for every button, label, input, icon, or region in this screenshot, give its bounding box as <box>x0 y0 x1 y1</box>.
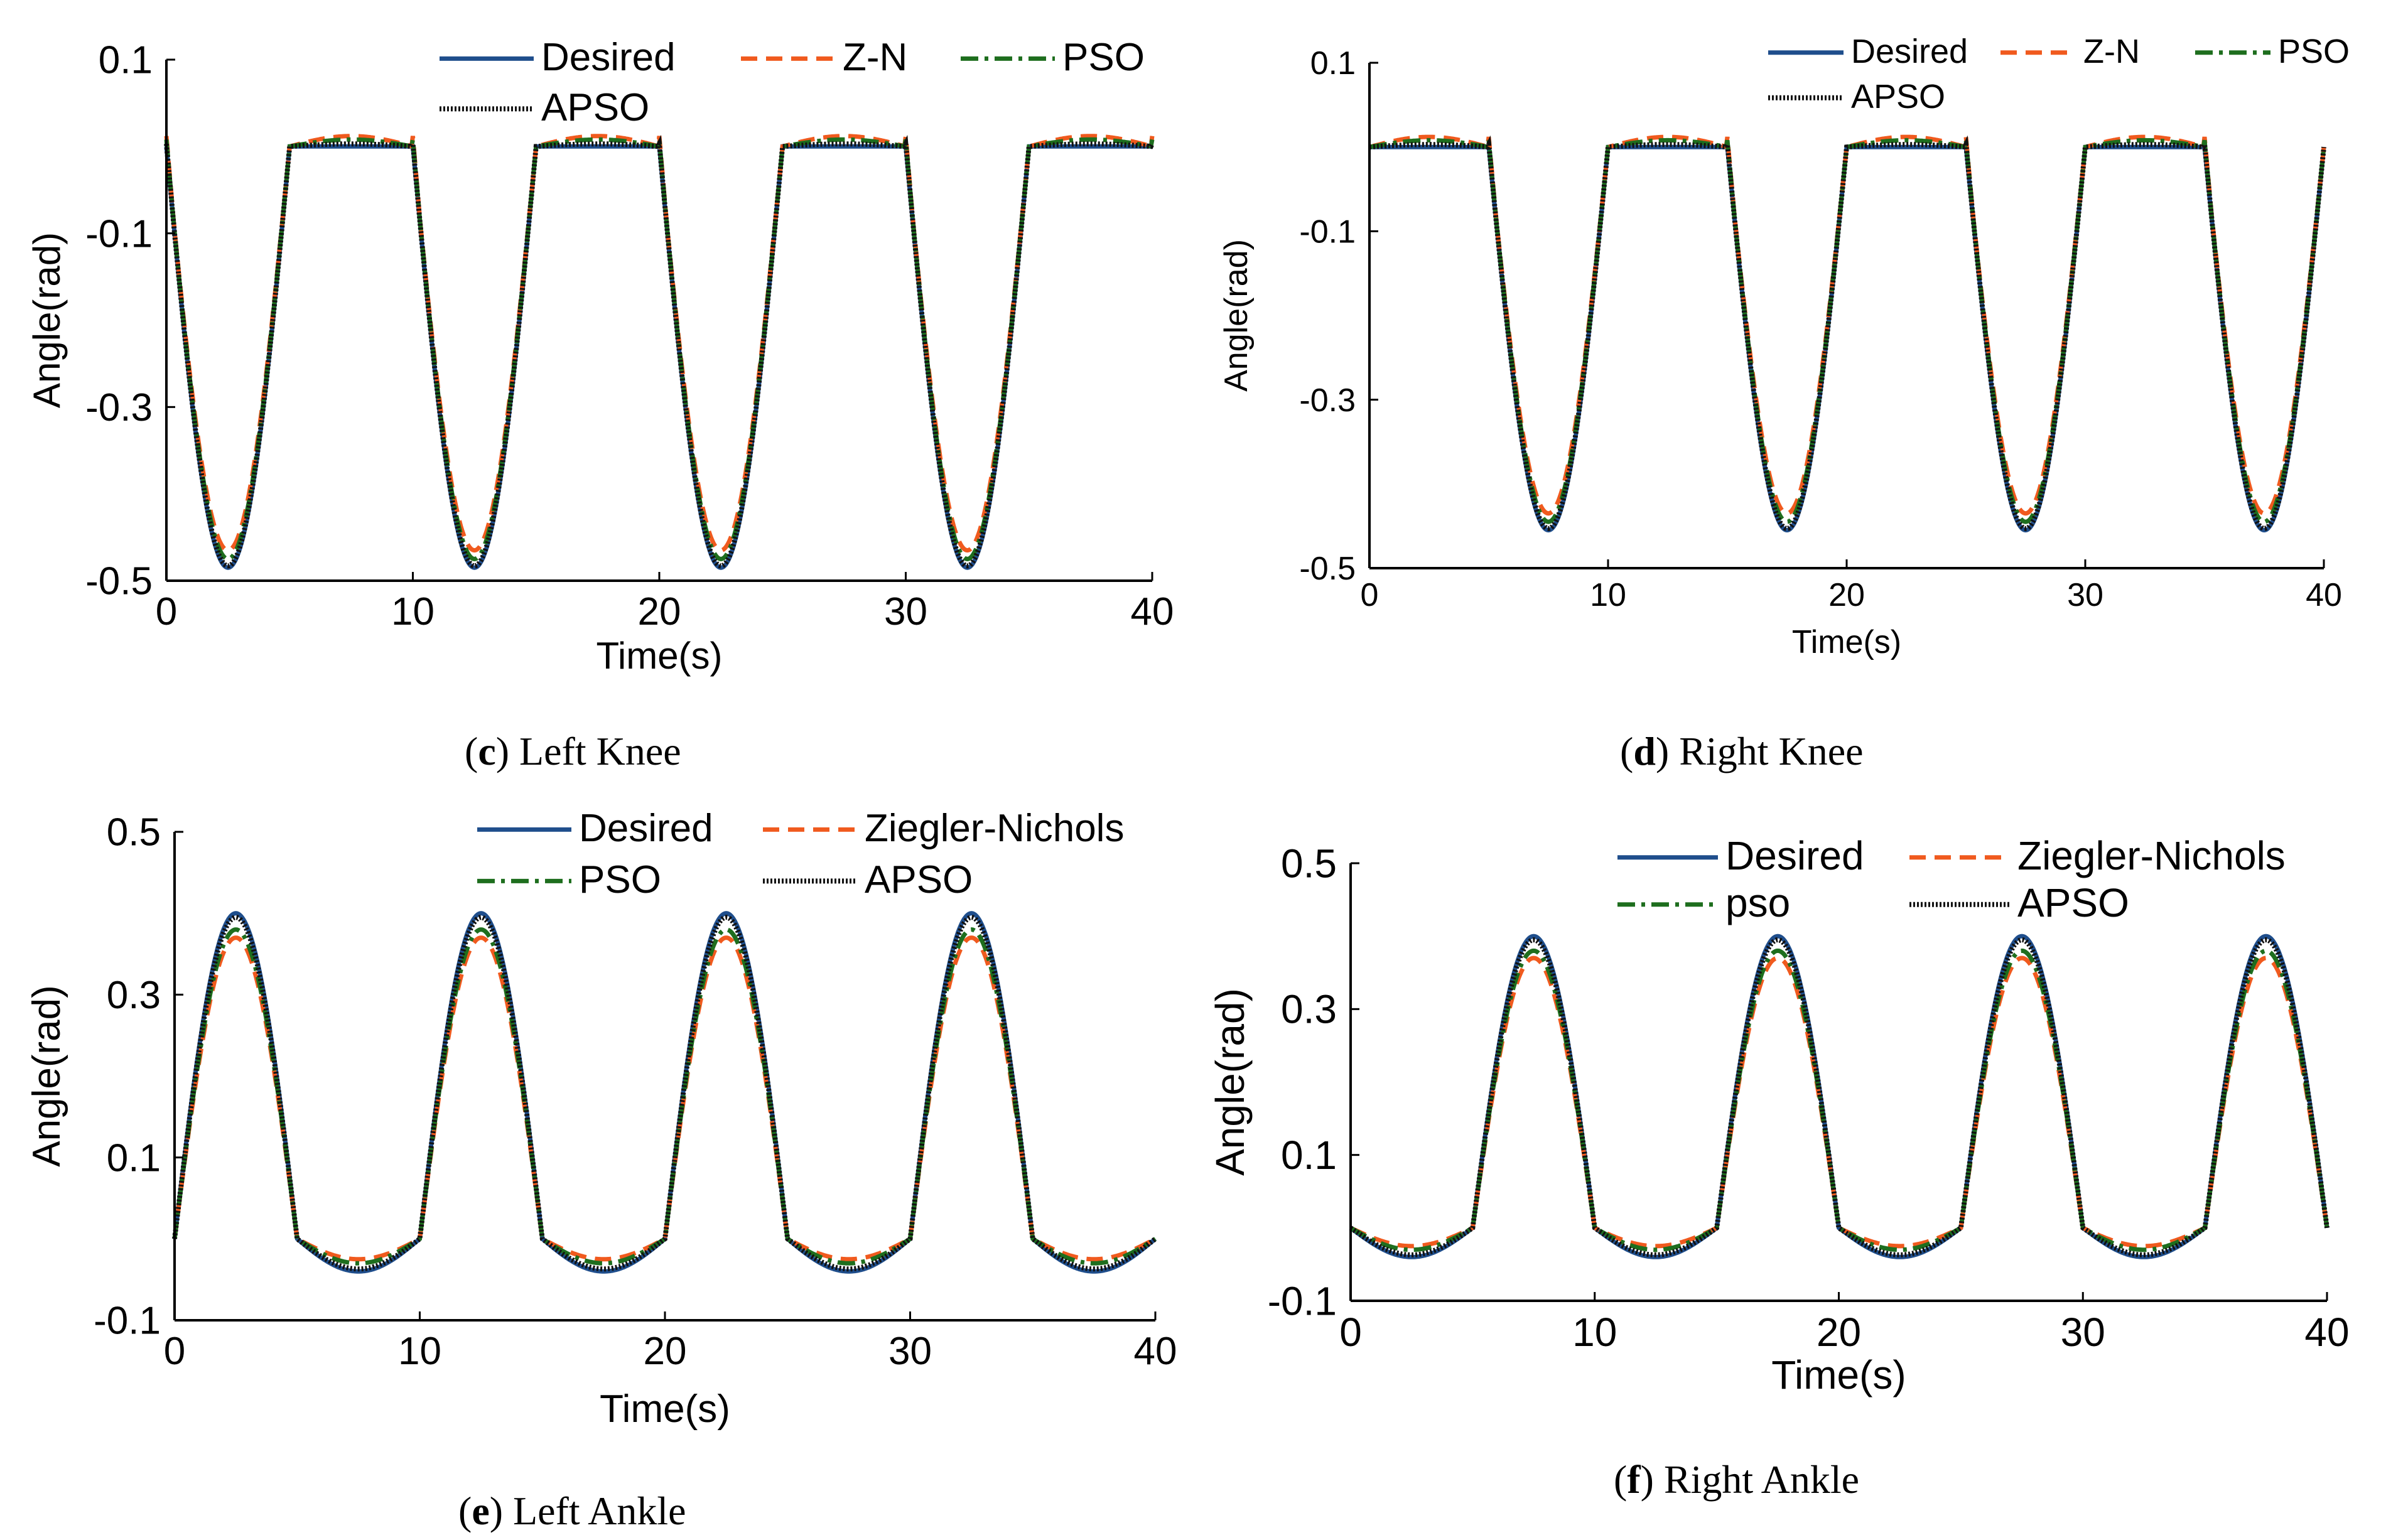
legend-label: Z-N <box>2083 33 2140 70</box>
x-axis-label: Time(s) <box>1771 1352 1906 1397</box>
legend-label: PSO <box>579 858 661 902</box>
series-line-pso <box>1349 948 2330 1252</box>
series-line-desired <box>1349 934 2330 1259</box>
y-tick-label: -0.3 <box>85 386 153 429</box>
series-line-desired <box>1369 144 2326 533</box>
y-tick-label: 0.1 <box>107 1136 161 1180</box>
chart-left-knee: 0 10 20 30 40 0.1 -0.1 -0.3 -0.5 Time(s) Angle(rad… <box>26 36 1174 677</box>
x-tick-label: 0 <box>1339 1310 1362 1355</box>
legend-label: Desired <box>541 36 676 79</box>
chart-left-ankle: 0 10 20 30 40 0.5 0.3 0.1 -0.1 Time(s) Angle(rad) D… <box>25 807 1177 1431</box>
x-tick-label: 20 <box>638 590 681 633</box>
x-tick-label: 20 <box>1828 577 1865 613</box>
x-tick-label: 20 <box>1817 1310 1861 1355</box>
x-tick-label: 10 <box>391 590 435 633</box>
y-tick-label: 0.5 <box>107 811 161 854</box>
series-line-pso <box>172 927 1157 1266</box>
x-tick-label: 40 <box>1131 590 1174 633</box>
legend-label: APSO <box>2017 880 2129 925</box>
series-line-apso <box>172 915 1157 1272</box>
y-tick-label: 0.1 <box>1310 45 1356 82</box>
x-tick-label: 40 <box>2304 1310 2349 1355</box>
chart-right-knee: 0 10 20 30 40 0.1 -0.1 -0.3 -0.5 Time(s) Angle(rad… <box>1218 33 2350 660</box>
legend-label: PSO <box>2278 33 2350 70</box>
y-tick-label: 0.3 <box>107 974 161 1017</box>
x-tick-label: 30 <box>2067 577 2103 613</box>
legend-label: Z-N <box>843 36 907 79</box>
y-tick-label: -0.5 <box>1299 551 1356 587</box>
x-tick-label: 30 <box>884 590 927 633</box>
series-line-apso <box>1369 135 2326 531</box>
x-axis-label: Time(s) <box>596 635 722 677</box>
y-tick-label: -0.1 <box>1268 1278 1337 1323</box>
series-line-desired <box>172 911 1157 1274</box>
x-tick-label: 0 <box>156 590 177 633</box>
legend-label: APSO <box>865 858 973 902</box>
legend-label: Desired <box>1851 33 1968 70</box>
x-tick-label: 20 <box>644 1330 687 1373</box>
y-tick-label: 0.5 <box>1281 841 1337 886</box>
x-tick-label: 40 <box>2306 577 2342 613</box>
series-line-pso <box>164 137 1155 561</box>
x-tick-label: 10 <box>398 1330 441 1373</box>
x-axis-label: Time(s) <box>1792 624 1901 660</box>
chart-right-ankle: 0 10 20 30 40 0.5 0.3 0.1 -0.1 Time(s) Angle(rad) D… <box>1207 833 2350 1397</box>
series-line-apso <box>164 134 1155 569</box>
legend-label: Desired <box>579 807 713 850</box>
x-tick-label: 0 <box>164 1330 185 1373</box>
caption-right-ankle: (f) Right Ankle <box>1614 1457 1860 1502</box>
y-tick-label: -0.1 <box>94 1300 161 1343</box>
y-axis-label: Angle(rad) <box>25 985 68 1166</box>
legend-label: Ziegler-Nichols <box>2017 833 2286 878</box>
legend-label: Ziegler-Nichols <box>865 807 1124 850</box>
legend-label: Desired <box>1725 833 1864 878</box>
caption-left-ankle: (e) Left Ankle <box>458 1489 686 1533</box>
series-line-zn <box>1349 956 2330 1249</box>
caption-right-knee: (d) Right Knee <box>1620 729 1864 773</box>
legend-label: PSO <box>1062 36 1145 79</box>
y-tick-label: -0.3 <box>1299 382 1356 419</box>
series-line-zn <box>164 134 1155 553</box>
y-tick-label: 0.1 <box>1281 1133 1337 1178</box>
y-tick-label: 0.1 <box>99 39 153 82</box>
legend-label: pso <box>1725 880 1790 925</box>
legend-label: APSO <box>1851 78 1945 116</box>
x-tick-label: 30 <box>888 1330 932 1373</box>
y-tick-label: -0.5 <box>85 560 153 603</box>
y-axis-label: Angle(rad) <box>26 232 68 408</box>
x-tick-label: 0 <box>1361 577 1379 613</box>
series-line-apso <box>1349 937 2330 1257</box>
y-tick-label: 0.3 <box>1281 987 1337 1032</box>
y-tick-label: -0.1 <box>85 212 153 256</box>
x-tick-label: 40 <box>1134 1330 1177 1373</box>
series-line-zn <box>1369 134 2326 516</box>
x-axis-label: Time(s) <box>600 1387 730 1431</box>
y-axis-label: Angle(rad) <box>1207 988 1253 1176</box>
x-tick-label: 10 <box>1590 577 1626 613</box>
x-tick-label: 10 <box>1572 1310 1617 1355</box>
legend-label: APSO <box>541 86 649 129</box>
series-line-zn <box>172 935 1157 1262</box>
caption-left-knee: (c) Left Knee <box>465 729 681 773</box>
y-axis-label: Angle(rad) <box>1218 239 1255 392</box>
series-line-pso <box>1369 137 2326 524</box>
x-tick-label: 30 <box>2061 1310 2105 1355</box>
series-line-desired <box>164 144 1152 570</box>
y-tick-label: -0.1 <box>1299 214 1356 250</box>
